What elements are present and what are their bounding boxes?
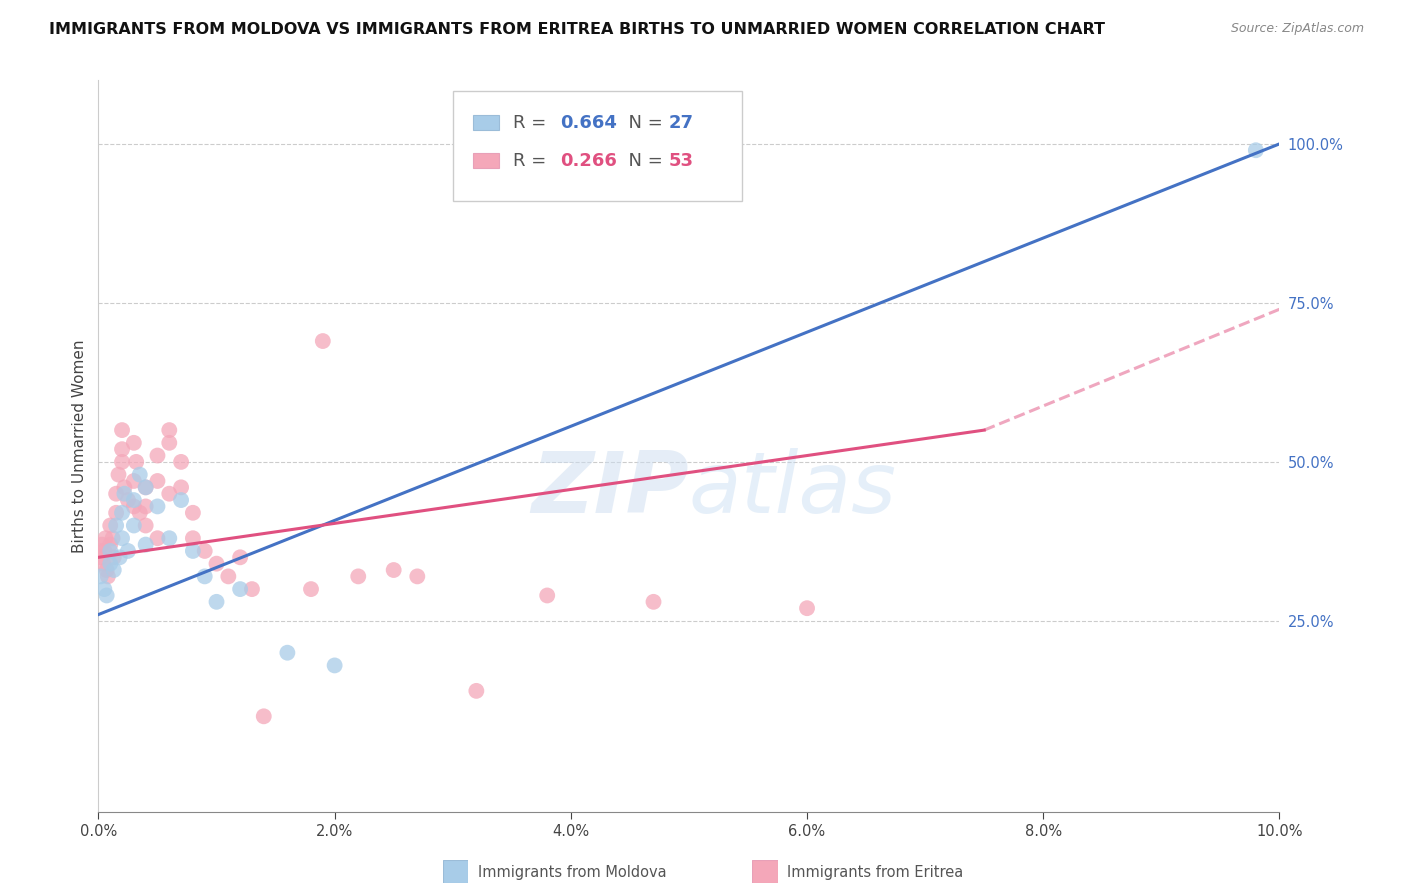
Text: N =: N =: [617, 152, 668, 169]
Text: Source: ZipAtlas.com: Source: ZipAtlas.com: [1230, 22, 1364, 36]
Point: [217, 569, 239, 583]
Point: [135, 518, 157, 533]
Point: [112, 486, 135, 500]
Point: [299, 582, 322, 596]
Point: [135, 538, 157, 552]
Text: 27: 27: [669, 113, 695, 132]
Point: [105, 518, 128, 533]
Point: [97, 569, 120, 583]
Point: [117, 493, 139, 508]
Text: IMMIGRANTS FROM MOLDOVA VS IMMIGRANTS FROM ERITREA BIRTHS TO UNMARRIED WOMEN COR: IMMIGRANTS FROM MOLDOVA VS IMMIGRANTS FR…: [49, 22, 1105, 37]
Point: [323, 658, 346, 673]
Text: N =: N =: [617, 113, 668, 132]
Point: [125, 455, 148, 469]
Text: 53: 53: [669, 152, 695, 169]
Point: [122, 500, 145, 514]
Text: Immigrants from Moldova: Immigrants from Moldova: [478, 865, 666, 880]
Point: [382, 563, 405, 577]
Point: [111, 442, 134, 457]
Point: [96, 563, 118, 577]
Point: [103, 563, 125, 577]
Point: [89, 544, 111, 558]
Point: [128, 467, 150, 482]
Point: [465, 684, 488, 698]
Point: [101, 531, 124, 545]
Point: [94, 531, 117, 545]
Point: [146, 531, 169, 545]
Point: [117, 544, 139, 558]
Point: [128, 506, 150, 520]
Point: [96, 589, 118, 603]
Point: [122, 474, 145, 488]
Text: R =: R =: [513, 152, 553, 169]
FancyBboxPatch shape: [453, 91, 742, 201]
Point: [205, 557, 228, 571]
Point: [643, 595, 665, 609]
Point: [103, 550, 125, 565]
Point: [146, 500, 169, 514]
Y-axis label: Births to Unmarried Women: Births to Unmarried Women: [72, 339, 87, 553]
Point: [1244, 143, 1267, 157]
Point: [111, 423, 134, 437]
Point: [98, 518, 121, 533]
Point: [146, 449, 169, 463]
Point: [181, 531, 204, 545]
Point: [122, 493, 145, 508]
Point: [229, 550, 252, 565]
Text: R =: R =: [513, 113, 553, 132]
Point: [111, 455, 134, 469]
Point: [536, 589, 558, 603]
Point: [107, 467, 129, 482]
FancyBboxPatch shape: [472, 153, 499, 168]
Point: [122, 518, 145, 533]
Point: [157, 531, 180, 545]
Text: ZIP: ZIP: [531, 449, 689, 532]
Point: [406, 569, 429, 583]
Point: [91, 557, 114, 571]
Point: [90, 569, 112, 583]
Point: [157, 486, 180, 500]
Point: [135, 500, 157, 514]
Text: Immigrants from Eritrea: Immigrants from Eritrea: [787, 865, 963, 880]
Text: 0.266: 0.266: [560, 152, 617, 169]
Point: [98, 538, 121, 552]
Point: [347, 569, 370, 583]
Point: [111, 506, 134, 520]
Point: [312, 334, 335, 348]
Point: [105, 506, 128, 520]
Point: [157, 435, 180, 450]
Point: [194, 569, 217, 583]
Point: [108, 550, 131, 565]
Point: [122, 435, 145, 450]
Text: atlas: atlas: [689, 449, 897, 532]
Point: [194, 544, 217, 558]
Point: [181, 506, 204, 520]
Point: [93, 544, 115, 558]
Text: 0.664: 0.664: [560, 113, 617, 132]
Point: [170, 480, 193, 494]
Point: [157, 423, 180, 437]
Point: [105, 486, 128, 500]
Point: [240, 582, 263, 596]
Point: [276, 646, 298, 660]
Point: [98, 544, 121, 558]
Point: [91, 538, 114, 552]
Point: [135, 480, 157, 494]
Point: [146, 474, 169, 488]
Point: [229, 582, 252, 596]
Point: [181, 544, 204, 558]
Point: [93, 582, 115, 596]
Point: [111, 531, 134, 545]
FancyBboxPatch shape: [472, 115, 499, 130]
Point: [90, 550, 112, 565]
Point: [170, 493, 193, 508]
Point: [205, 595, 228, 609]
Point: [253, 709, 276, 723]
Point: [170, 455, 193, 469]
Point: [98, 557, 121, 571]
Point: [796, 601, 818, 615]
Point: [112, 480, 135, 494]
Point: [135, 480, 157, 494]
